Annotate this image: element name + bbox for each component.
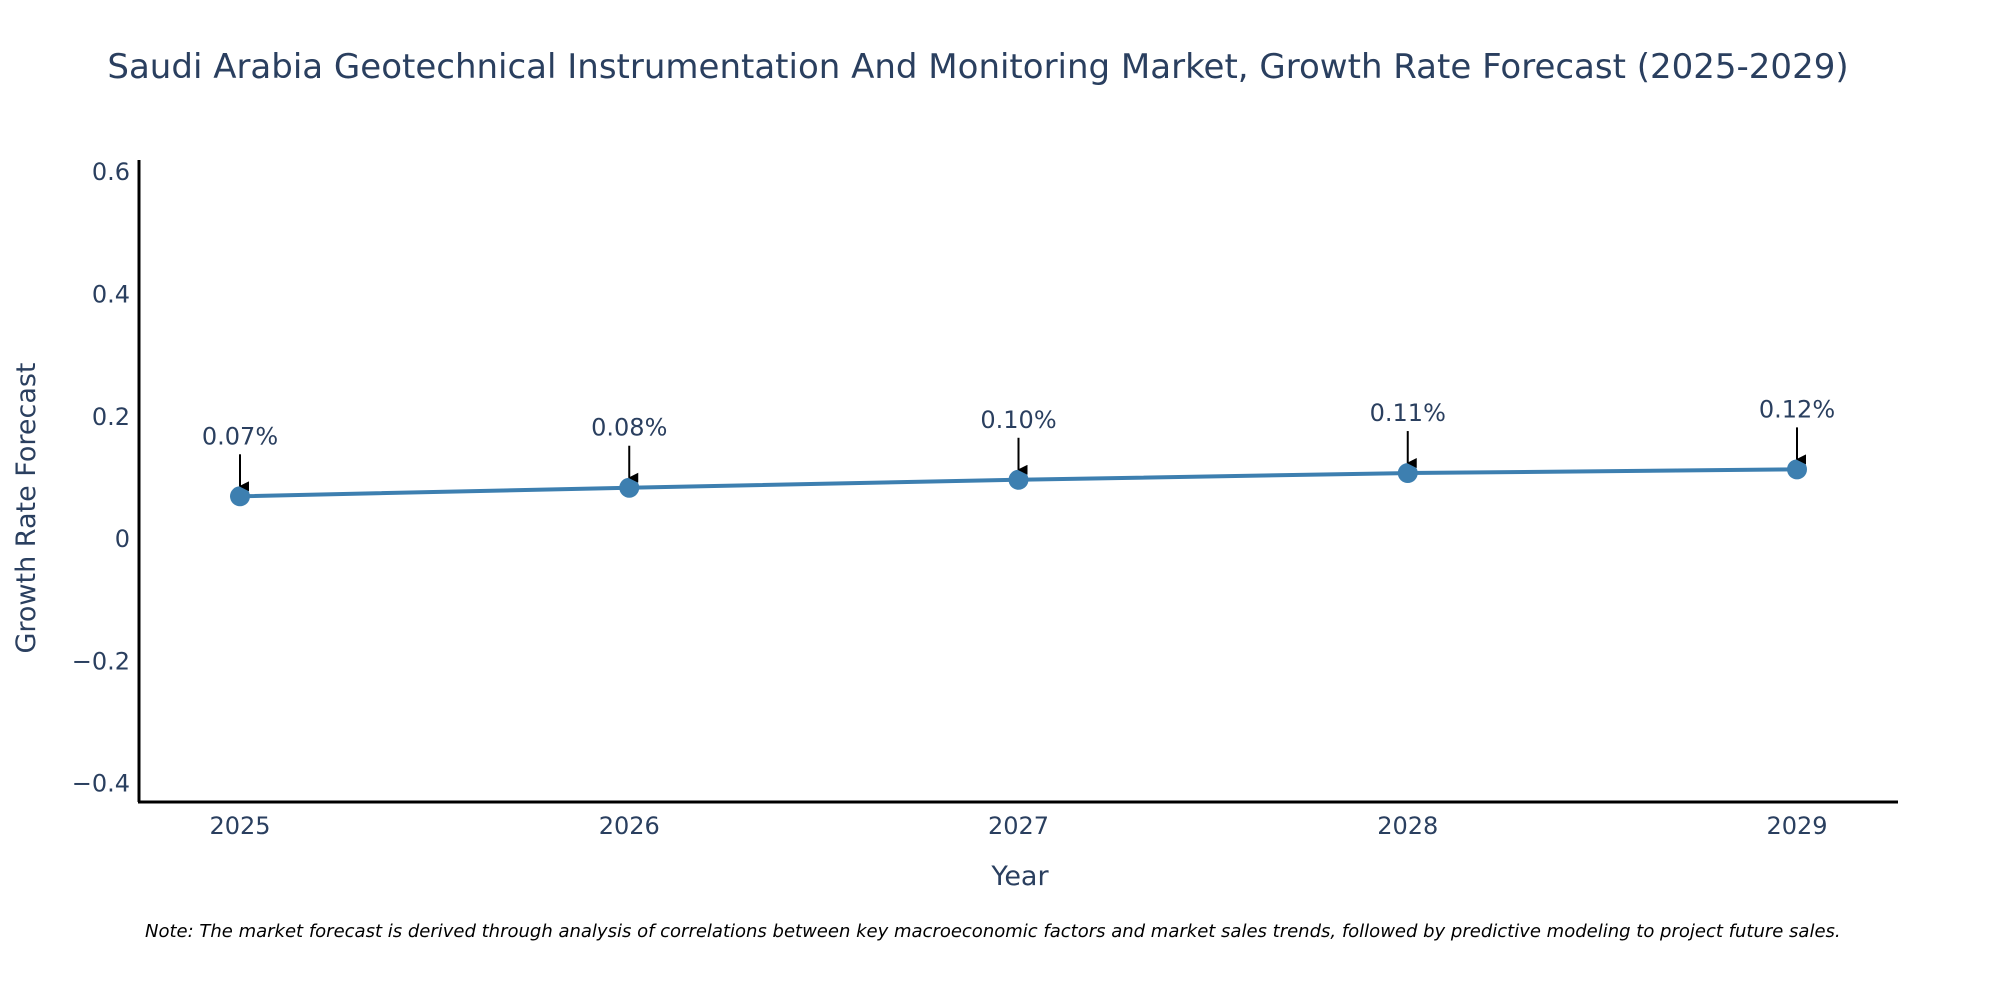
data-label: 0.12% [1759, 395, 1835, 423]
data-point[interactable] [1008, 469, 1029, 490]
data-point[interactable] [619, 477, 640, 498]
data-point[interactable] [230, 486, 250, 507]
x-tick-label: 2028 [1377, 812, 1438, 840]
data-point[interactable] [1397, 463, 1418, 484]
chart-title: Saudi Arabia Geotechnical Instrumentatio… [107, 47, 1848, 87]
y-tick-label: −0.2 [72, 647, 130, 675]
y-tick-label: 0.2 [92, 403, 130, 431]
data-label: 0.07% [202, 422, 278, 450]
y-axis-title: Growth Rate Forecast [11, 362, 42, 653]
data-label: 0.08% [591, 414, 667, 442]
forecast-note: Note: The market forecast is derived thr… [145, 921, 1841, 942]
x-tick-label: 2029 [1766, 812, 1827, 840]
y-tick-label: 0.6 [92, 158, 130, 186]
data-label: 0.11% [1370, 399, 1446, 427]
x-tick-label: 2027 [988, 812, 1049, 840]
data-point[interactable] [1787, 459, 1807, 480]
data-label: 0.10% [980, 406, 1056, 434]
y-tick-label: −0.4 [72, 770, 130, 798]
x-tick-label: 2026 [599, 812, 660, 840]
x-axis-title: Year [990, 861, 1049, 892]
x-tick-label: 2025 [209, 812, 270, 840]
y-tick-label: 0 [115, 525, 130, 553]
y-tick-label: 0.4 [92, 281, 130, 309]
